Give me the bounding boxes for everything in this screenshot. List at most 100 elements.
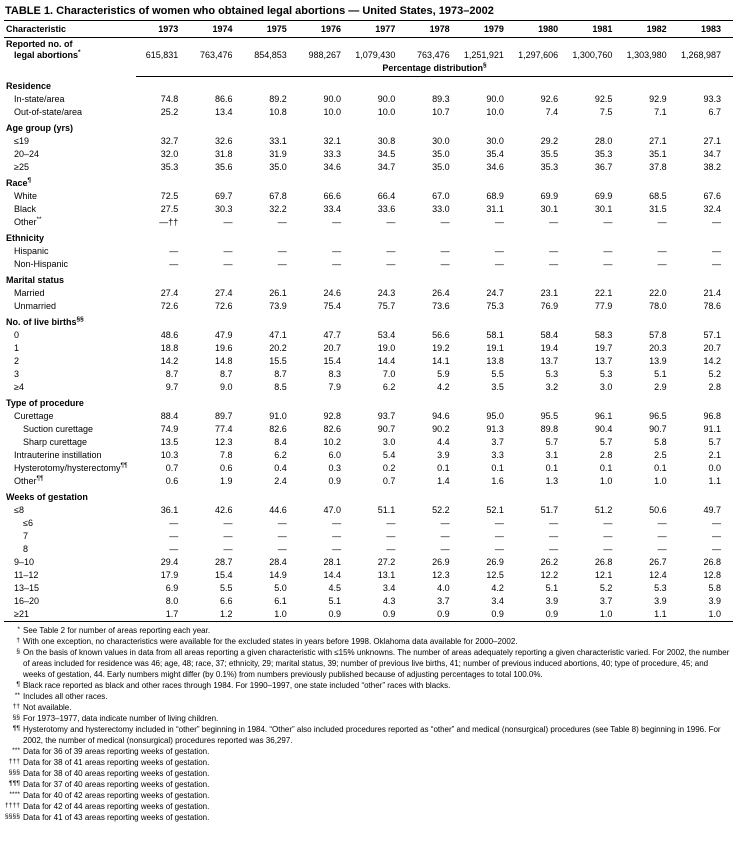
row-label: 9–10 xyxy=(14,557,35,567)
value-cell: 47.9 xyxy=(215,330,233,340)
table-row: Sharp curettage 13.5 12.3 8.4 10.2 3.0 4.4 3.7 5… xyxy=(4,436,733,449)
value-cell: — xyxy=(603,259,613,269)
row-label: Non-Hispanic xyxy=(14,259,69,269)
value-cell: 12.1 xyxy=(594,570,613,580)
value-cell: — xyxy=(169,518,179,528)
value-cell: 29.4 xyxy=(160,557,179,567)
value-cell: — xyxy=(277,544,287,554)
row-label: ≥4 xyxy=(14,382,24,392)
footnote: §§ For 1973–1977, data indicate number of… xyxy=(4,713,733,724)
value-cell: 23.1 xyxy=(540,288,559,298)
footnote-marker: ¶ xyxy=(16,681,20,688)
table-row: 11–12 17.9 15.4 14.9 14.4 13.1 12.3 12.5 12.2 12.… xyxy=(4,569,733,582)
value-cell: 5.1 xyxy=(545,583,559,593)
value-cell: 2.5 xyxy=(654,450,667,460)
value-cell: 20.3 xyxy=(649,343,667,353)
value-cell: 0.1 xyxy=(437,463,450,473)
value-cell: 36.7 xyxy=(594,162,613,172)
value-cell: 26.9 xyxy=(432,557,450,567)
value-cell: 1.3 xyxy=(545,476,559,486)
value-cell: 10.0 xyxy=(323,107,342,117)
abortion-characteristics-table: Characteristic 1973 1974 1975 1976 1977 1978 19… xyxy=(4,21,733,622)
value-cell: 18.8 xyxy=(160,343,179,353)
value-cell: 30.1 xyxy=(594,204,613,214)
value-cell: 27.4 xyxy=(215,288,233,298)
value-cell: 15.5 xyxy=(269,356,287,366)
empty-cell xyxy=(4,62,136,77)
table-row: ≤8 36.1 42.6 44.6 47.0 51.1 52.2 52.1 51.7 51.2 50… xyxy=(4,504,733,517)
value-cell: — xyxy=(169,544,179,554)
value-cell: 28.1 xyxy=(323,557,342,567)
table-row: Intrauterine instillation 10.3 7.8 6.2 6.0 5.… xyxy=(4,449,733,462)
reported-count-cell: 1,303,980 xyxy=(626,50,667,60)
table-header-row: Characteristic 1973 1974 1975 1976 1977 1978 19… xyxy=(4,21,733,38)
value-cell: 12.3 xyxy=(215,437,233,447)
value-cell: 50.6 xyxy=(649,505,667,515)
value-cell: 5.4 xyxy=(382,450,396,460)
document-page: TABLE 1. Characteristics of women who ob… xyxy=(4,5,733,822)
value-cell: 3.9 xyxy=(708,596,721,606)
footnote-text: For 1973–1977, data indicate number of l… xyxy=(23,714,219,723)
footnote-text: Data for 38 of 40 areas reporting weeks … xyxy=(23,769,210,778)
value-cell: — xyxy=(386,544,396,554)
footnote-marker-ref: ** xyxy=(36,216,42,223)
row-label: 3 xyxy=(14,369,20,379)
value-cell: 91.3 xyxy=(486,424,504,434)
value-cell: 68.5 xyxy=(649,191,667,201)
value-cell: 67.0 xyxy=(432,191,450,201)
reported-count-cell: 1,079,430 xyxy=(355,50,396,60)
table-row: ≤6 — — — — — — — — — — — xyxy=(4,517,733,530)
value-cell: —†† xyxy=(159,217,179,227)
row-label: ≥25 xyxy=(14,162,29,172)
table-row: 8 — — — — — — — — — — — xyxy=(4,543,733,556)
value-cell: 10.2 xyxy=(323,437,342,447)
value-cell: 6.0 xyxy=(328,450,342,460)
value-cell: 5.9 xyxy=(437,369,450,379)
value-cell: — xyxy=(712,259,721,269)
value-cell: 74.8 xyxy=(160,94,179,104)
value-cell: — xyxy=(549,544,559,554)
value-cell: 20.7 xyxy=(323,343,342,353)
value-cell: 3.9 xyxy=(437,450,450,460)
value-cell: 32.0 xyxy=(160,149,179,159)
value-cell: 28.4 xyxy=(269,557,287,567)
value-cell: 5.3 xyxy=(599,369,613,379)
value-cell: 90.7 xyxy=(377,424,396,434)
value-cell: — xyxy=(549,246,559,256)
section-header-row: Type of procedure xyxy=(4,394,733,410)
value-cell: 3.0 xyxy=(382,437,396,447)
value-cell: 89.8 xyxy=(540,424,559,434)
value-cell: 1.0 xyxy=(274,609,287,619)
value-cell: 51.2 xyxy=(594,505,613,515)
value-cell: 90.7 xyxy=(649,424,667,434)
value-cell: 75.7 xyxy=(377,301,396,311)
footnote: ¶ Black race reported as black and other … xyxy=(4,680,733,691)
value-cell: 57.8 xyxy=(649,330,667,340)
value-cell: 56.6 xyxy=(432,330,450,340)
value-cell: — xyxy=(494,531,504,541)
value-cell: 6.6 xyxy=(220,596,233,606)
value-cell: — xyxy=(657,259,667,269)
value-cell: 0.9 xyxy=(328,476,342,486)
reported-count-cell: 854,853 xyxy=(254,50,287,60)
table-head: Characteristic 1973 1974 1975 1976 1977 1978 19… xyxy=(4,21,733,38)
value-cell: 91.1 xyxy=(703,424,721,434)
value-cell: 92.9 xyxy=(649,94,667,104)
value-cell: 92.8 xyxy=(323,411,342,421)
footnote-marker: ††† xyxy=(8,758,20,765)
value-cell: 89.2 xyxy=(269,94,287,104)
value-cell: 5.5 xyxy=(220,583,233,593)
value-cell: 5.1 xyxy=(328,596,342,606)
value-cell: — xyxy=(223,518,233,528)
value-cell: 28.7 xyxy=(215,557,233,567)
row-label: 1 xyxy=(14,343,20,353)
value-cell: — xyxy=(440,544,450,554)
value-cell: 0.3 xyxy=(328,463,342,473)
value-cell: 7.9 xyxy=(328,382,342,392)
value-cell: 5.2 xyxy=(599,583,613,593)
value-cell: 0.4 xyxy=(274,463,287,473)
value-cell: 9.0 xyxy=(220,382,233,392)
value-cell: 10.7 xyxy=(432,107,450,117)
value-cell: 14.2 xyxy=(160,356,179,366)
value-cell: 38.2 xyxy=(703,162,721,172)
